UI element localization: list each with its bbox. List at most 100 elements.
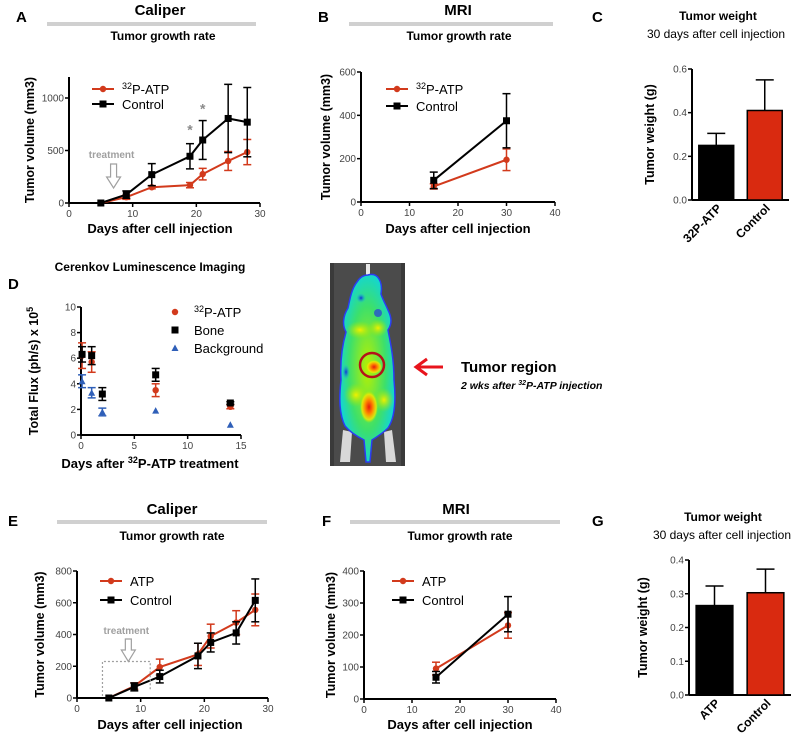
y-tick-label: 0.4 [670, 556, 684, 567]
legend-marker [171, 326, 179, 334]
tumor-region-label: Tumor region [461, 359, 557, 376]
series-control [105, 578, 260, 702]
x-tick-label: 10 [404, 208, 416, 219]
y-tick-label: 6 [70, 354, 76, 365]
tumor-region-sublabel: 2 wks after 32P-ATP injection [460, 380, 602, 392]
bar-control [746, 109, 783, 201]
data-point [156, 663, 163, 671]
treatment-window-box [101, 660, 151, 696]
x-tick-label: 0 [74, 704, 80, 715]
signal-spot [368, 319, 388, 337]
y-tick-label: 8 [70, 328, 76, 339]
legend-label: Control [416, 99, 458, 114]
x-tick-label: 30 [254, 209, 266, 220]
y-tick-label: 0.2 [670, 623, 684, 634]
data-point [105, 694, 113, 702]
panel-letter-f: F [322, 513, 331, 530]
y-tick-label: 200 [55, 662, 72, 673]
data-point [251, 596, 259, 604]
legend-label: Control [422, 593, 464, 608]
y-tick-label: 0.2 [673, 152, 687, 163]
tumor-region-circle [358, 351, 386, 379]
y-tick-label: 400 [55, 630, 72, 641]
legend-marker [399, 577, 407, 585]
legend-label: 32P-ATP [416, 81, 463, 97]
panel-c-subheader: 30 days after cell injection [647, 27, 785, 41]
series-background [78, 374, 234, 428]
x-tick-label: 40 [550, 705, 562, 716]
data-point [130, 683, 138, 691]
series-control [429, 92, 511, 190]
data-point [152, 371, 160, 379]
y-tick-label: 0.1 [670, 657, 684, 668]
signal-low-spot [356, 293, 366, 303]
legend-marker [107, 596, 115, 604]
treatment-arrow-icon [105, 163, 122, 190]
signal-low-spot [374, 309, 382, 317]
bar-control [746, 591, 785, 696]
legend-label: Bone [194, 323, 224, 338]
series-control [432, 595, 512, 684]
y-tick-label: 0.0 [670, 691, 684, 702]
y-tick-label: 2 [70, 405, 76, 416]
y-tick-label: 800 [55, 567, 72, 578]
tumor-region-arrow [413, 357, 443, 377]
legend-marker [399, 596, 407, 604]
x-category-label: Control [734, 696, 774, 736]
bar-atp [695, 604, 734, 696]
x-axis-label: Days after cell injection [97, 717, 242, 732]
data-point [199, 170, 206, 178]
legend-label: 32P-ATP [122, 81, 169, 97]
y-tick-label: 200 [342, 631, 359, 642]
y-tick-label: 1000 [42, 94, 65, 105]
y-tick-label: 200 [339, 154, 356, 165]
panel-letter-d: D [8, 276, 19, 293]
panel-a-subheader: Tumor growth rate [110, 29, 215, 43]
bar-32p-atp [698, 144, 735, 201]
signal-low-spot [342, 364, 350, 380]
legend-marker [393, 102, 401, 110]
data-point [122, 191, 130, 199]
y-axis-label: Tumor volume (mm3) [324, 572, 338, 698]
legend-label: ATP [130, 574, 154, 589]
signal-hotspot-lower [360, 391, 378, 423]
y-tick-label: 100 [342, 663, 359, 674]
y-tick-label: 0.6 [673, 65, 687, 76]
data-point [243, 118, 251, 126]
x-tick-label: 5 [132, 441, 138, 452]
data-point [194, 652, 202, 660]
significance-marker: * [187, 122, 193, 138]
legend-marker [99, 85, 107, 93]
panel-a-header: Caliper [135, 2, 186, 19]
data-point [98, 408, 106, 415]
panel-letter-b: B [318, 9, 329, 26]
x-tick-label: 15 [235, 441, 247, 452]
legend-label: Control [122, 97, 164, 112]
y-tick-label: 0 [58, 199, 64, 210]
y-axis-label: Tumor volume (mm3) [319, 74, 333, 200]
x-tick-label: 40 [549, 208, 561, 219]
legend-label: Background [194, 341, 263, 356]
panel-letter-e: E [8, 513, 18, 530]
chart-e: 0 200 400 600 800 0 10 20 30 Tumor volume (mm3) Da… [33, 567, 274, 733]
data-point [504, 610, 512, 618]
data-point [224, 114, 232, 122]
panel-b-subheader: Tumor growth rate [406, 29, 511, 43]
x-tick-label: 10 [182, 441, 194, 452]
signal-spot [374, 388, 394, 412]
series-line [433, 158, 507, 188]
y-tick-label: 300 [342, 599, 359, 610]
series-line [433, 119, 508, 182]
panel-d-header: Cerenkov Luminescence Imaging [55, 260, 246, 274]
x-tick-label: 30 [502, 705, 514, 716]
panel-f-subheader: Tumor growth rate [407, 529, 512, 543]
y-tick-label: 0.4 [673, 108, 687, 119]
data-point [88, 389, 96, 396]
y-tick-label: 10 [65, 303, 77, 314]
chart-b: 0 200 400 600 0 10 20 30 40 Tumor volume (mm3) Day… [319, 68, 561, 237]
data-point [152, 407, 160, 414]
chart-a: 0 500 1000 0 10 20 30 Tumor volume (mm3) Days af… [23, 77, 266, 236]
chart-g: 0.0 0.1 0.2 0.3 0.4 Tumor weight (g) ATP Contro… [636, 556, 791, 736]
panel-f-header-rule [350, 520, 560, 524]
